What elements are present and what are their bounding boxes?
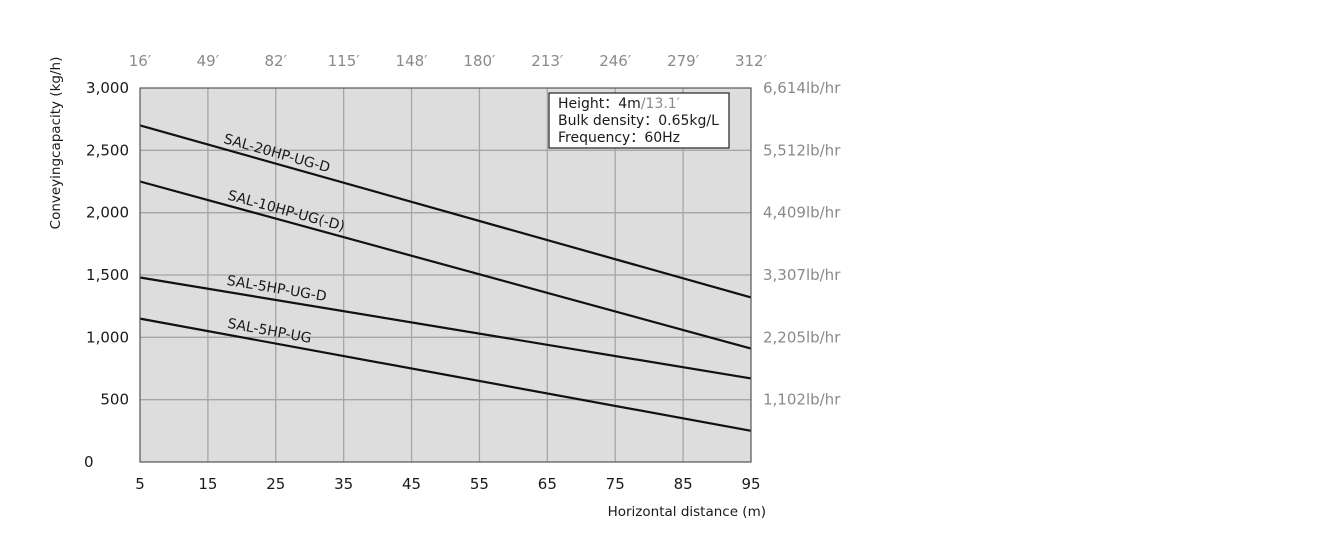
conditions-frequency: Frequency：60Hz [558, 130, 680, 146]
y-axis-ticks: 0 500 1,000 1,500 2,000 2,500 3,000 [84, 79, 129, 471]
y-tick-label: 2,000 [86, 204, 129, 222]
x-tick-label: 75 [606, 475, 625, 493]
top-tick-label: 180′ [463, 52, 496, 70]
top-tick-label: 246′ [599, 52, 632, 70]
right-tick-label: 2,205lb/hr [763, 328, 841, 346]
right-tick-label: 5,512lb/hr [763, 141, 841, 159]
x-tick-label: 55 [470, 475, 489, 493]
top-tick-label: 49′ [197, 52, 220, 70]
x-tick-label: 35 [334, 475, 353, 493]
x-tick-label: 85 [674, 475, 693, 493]
y-tick-label: 3,000 [86, 79, 129, 97]
y-tick-label: 0 [84, 453, 94, 471]
x-tick-label: 5 [135, 475, 145, 493]
series-lines [139, 124, 752, 432]
conditions-box: Height：4m/13.1′ Bulk density：0.65kg/L Fr… [548, 92, 730, 149]
x-tick-label: 25 [266, 475, 285, 493]
top-tick-label: 16′ [129, 52, 152, 70]
x-tick-label: 45 [402, 475, 421, 493]
conditions-bulk-density: Bulk density：0.65kg/L [558, 113, 719, 129]
x-axis-ticks: 5 15 25 35 45 55 65 75 85 95 [135, 475, 760, 493]
series-line-1 [139, 124, 752, 299]
conditions-height: Height：4m/13.1′ [558, 96, 680, 112]
plot-frame [139, 87, 752, 463]
y-tick-label: 500 [100, 391, 129, 409]
right-tick-label: 3,307lb/hr [763, 266, 841, 284]
top-tick-label: 82′ [265, 52, 288, 70]
x-tick-label: 15 [198, 475, 217, 493]
top-tick-label: 148′ [396, 52, 429, 70]
top-axis-ticks: 16′ 49′ 82′ 115′ 148′ 180′ 213′ 246′ 279′ 312′ [129, 52, 768, 70]
y-axis-title: Conveyingcapacity (kg/h) [48, 57, 64, 230]
grid-lines [140, 88, 751, 462]
top-tick-label: 279′ [667, 52, 700, 70]
y-tick-label: 2,500 [86, 141, 129, 159]
right-axis-ticks: 1,102lb/hr 2,205lb/hr 3,307lb/hr 4,409lb/hr… [763, 79, 841, 409]
y-tick-label: 1,500 [86, 266, 129, 284]
series-line-4 [139, 317, 752, 432]
top-tick-label: 213′ [531, 52, 564, 70]
series-line-2 [139, 180, 752, 350]
conditions-box-frame [548, 92, 730, 149]
x-tick-label: 95 [741, 475, 760, 493]
series-line-3 [139, 276, 752, 380]
top-tick-label: 312′ [735, 52, 768, 70]
x-axis-title: Horizontal distance (m) [608, 504, 766, 520]
right-tick-label: 1,102lb/hr [763, 391, 841, 409]
top-tick-label: 115′ [328, 52, 361, 70]
x-tick-label: 65 [538, 475, 557, 493]
right-tick-label: 6,614lb/hr [763, 79, 841, 97]
y-tick-label: 1,000 [86, 328, 129, 346]
right-tick-label: 4,409lb/hr [763, 204, 841, 222]
